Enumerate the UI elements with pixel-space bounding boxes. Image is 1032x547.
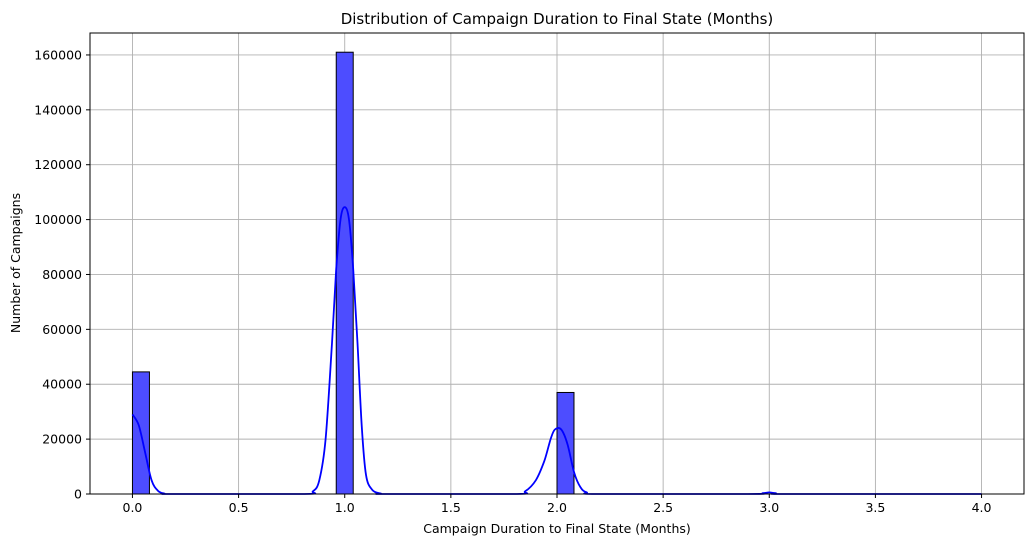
x-tick-label: 2.5 (653, 500, 673, 515)
chart-title: Distribution of Campaign Duration to Fin… (341, 10, 774, 28)
y-axis-ticks: 0 20000 40000 60000 80000 100000 120000 140000 1… (34, 47, 90, 502)
x-tick-label: 1.5 (441, 500, 461, 515)
y-tick-label: 20000 (42, 432, 82, 447)
y-tick-label: 40000 (42, 377, 82, 392)
x-tick-label: 3.5 (865, 500, 885, 515)
x-axis-ticks: 0.0 0.5 1.0 1.5 2.0 2.5 3.0 3.5 4.0 (123, 494, 992, 515)
y-tick-label: 60000 (42, 322, 82, 337)
x-tick-label: 0.0 (123, 500, 143, 515)
y-tick-label: 0 (74, 487, 82, 502)
grid (90, 33, 1024, 495)
x-axis-label: Campaign Duration to Final State (Months… (423, 521, 691, 536)
y-tick-label: 100000 (34, 212, 82, 227)
histogram-bar (335, 51, 354, 495)
x-tick-label: 1.0 (335, 500, 355, 515)
x-tick-label: 0.5 (229, 500, 249, 515)
y-tick-label: 160000 (34, 47, 82, 62)
y-tick-label: 140000 (34, 102, 82, 117)
y-axis-label: Number of Campaigns (8, 193, 23, 333)
x-tick-label: 2.0 (547, 500, 567, 515)
x-tick-label: 4.0 (972, 500, 992, 515)
histogram-bar (556, 391, 575, 495)
x-tick-label: 3.0 (759, 500, 779, 515)
y-tick-label: 120000 (34, 157, 82, 172)
y-tick-label: 80000 (42, 267, 82, 282)
